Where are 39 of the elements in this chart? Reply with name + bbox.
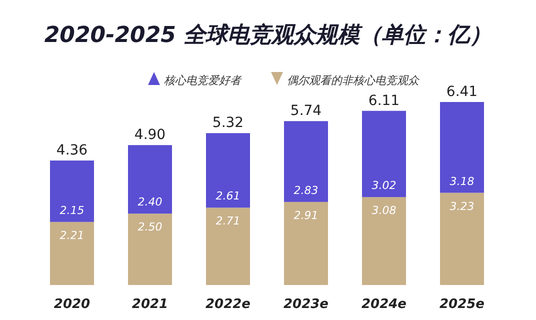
data-label: 2.15 bbox=[60, 204, 84, 217]
x-tick-label: 2020 bbox=[54, 297, 90, 312]
data-label: 2.83 bbox=[294, 184, 318, 197]
total-label: 6.41 bbox=[446, 84, 478, 100]
bar bbox=[440, 102, 484, 193]
data-label: 3.23 bbox=[450, 200, 474, 213]
data-label: 2.50 bbox=[138, 220, 162, 234]
data-label: 2.91 bbox=[294, 208, 318, 222]
total-label: 5.74 bbox=[290, 103, 322, 120]
total-label: 5.32 bbox=[212, 115, 244, 132]
data-label: 2.61 bbox=[216, 190, 240, 203]
x-tick-label: 2022e bbox=[206, 297, 251, 312]
bar bbox=[362, 197, 406, 285]
data-label: 2.71 bbox=[216, 214, 240, 228]
bar bbox=[206, 133, 250, 208]
bar bbox=[128, 145, 172, 214]
total-label: 4.36 bbox=[56, 142, 88, 159]
bar bbox=[206, 208, 250, 285]
bar bbox=[440, 192, 484, 285]
bar bbox=[284, 121, 328, 202]
x-tick-label: 2025e bbox=[440, 297, 485, 312]
chart-title: 2020-2025 全球电竞观众规模（单位：亿） bbox=[44, 22, 492, 48]
x-tick-label: 2023e bbox=[284, 297, 329, 312]
bar bbox=[50, 222, 94, 285]
legend-label: 偶尔观看的非核心电竞观众 bbox=[287, 74, 420, 87]
total-label: 4.90 bbox=[134, 127, 166, 144]
data-label: 3.02 bbox=[372, 179, 396, 192]
data-label: 2.21 bbox=[60, 228, 84, 242]
bar bbox=[362, 110, 406, 198]
data-label: 3.08 bbox=[372, 204, 396, 218]
bar bbox=[284, 202, 328, 285]
x-tick-label: 2021 bbox=[132, 297, 168, 312]
data-label: 3.18 bbox=[450, 174, 474, 188]
bar bbox=[128, 214, 172, 285]
total-label: 6.11 bbox=[368, 92, 400, 109]
bar bbox=[50, 160, 94, 222]
legend-label: 核心电竞爱好者 bbox=[164, 74, 242, 87]
x-tick-label: 2024e bbox=[362, 297, 407, 312]
data-label: 2.40 bbox=[138, 196, 162, 209]
